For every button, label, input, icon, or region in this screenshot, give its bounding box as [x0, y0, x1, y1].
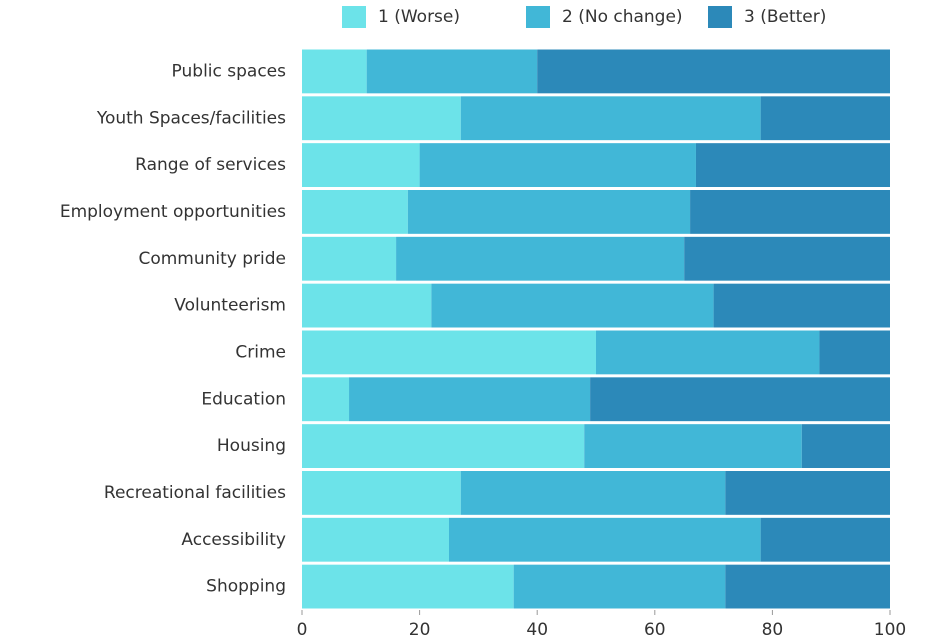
bar-segment: [725, 564, 890, 609]
bar-segment: [690, 190, 890, 234]
bar-segment: [396, 236, 685, 281]
bar-segment: [725, 471, 890, 515]
bar-segment: [302, 517, 449, 562]
legend-swatch: [708, 6, 732, 28]
bar-segment: [819, 330, 890, 375]
y-tick-label: Housing: [217, 436, 286, 456]
bar-segment: [366, 49, 538, 94]
legend-swatch: [526, 6, 550, 28]
y-tick-label: Shopping: [206, 577, 286, 597]
x-tick-label: 40: [526, 620, 548, 640]
bar-segment: [302, 143, 420, 187]
bar-segment: [713, 283, 890, 328]
bar-segment: [590, 377, 890, 422]
bar-segment: [302, 471, 461, 515]
bar-segment: [760, 517, 890, 562]
x-tick-label: 80: [762, 620, 784, 640]
legend-swatch: [342, 6, 366, 28]
y-tick-label: Range of services: [135, 155, 286, 175]
bar-segment: [302, 377, 350, 422]
bar-segment: [684, 236, 890, 281]
bar-segment: [302, 330, 596, 375]
bar-segment: [801, 424, 890, 468]
y-tick-label: Accessibility: [181, 530, 286, 550]
y-tick-label: Community pride: [138, 249, 286, 269]
y-tick-label: Crime: [235, 342, 286, 362]
bar-segment: [584, 424, 802, 468]
bar-segment: [302, 564, 514, 609]
bar-segment: [596, 330, 820, 375]
bar-segment: [302, 424, 585, 468]
y-tick-label: Youth Spaces/facilities: [96, 108, 286, 128]
y-tick-label: Public spaces: [172, 61, 287, 81]
bar-segment: [449, 517, 761, 562]
bar-segment: [695, 143, 890, 187]
x-tick-label: 20: [409, 620, 431, 640]
y-tick-label: Education: [201, 389, 286, 409]
bar-segment: [302, 190, 408, 234]
x-tick-label: 100: [874, 620, 906, 640]
bar-segment: [537, 49, 890, 94]
y-tick-label: Employment opportunities: [60, 202, 286, 222]
bar-segment: [407, 190, 691, 234]
bar-segment: [460, 96, 761, 141]
legend-label: 2 (No change): [562, 7, 683, 27]
bar-segment: [431, 283, 714, 328]
x-tick-label: 0: [297, 620, 308, 640]
bar-segment: [460, 471, 726, 515]
bar-segment: [302, 96, 461, 141]
bar-segment: [349, 377, 591, 422]
legend-label: 1 (Worse): [378, 7, 460, 27]
bar-segment: [302, 49, 367, 94]
bar-segment: [302, 283, 432, 328]
bar-segment: [302, 236, 397, 281]
bar-segment: [513, 564, 726, 609]
bar-segment: [419, 143, 696, 187]
legend-label: 3 (Better): [744, 7, 826, 27]
y-tick-label: Volunteerism: [174, 296, 286, 316]
x-tick-label: 60: [644, 620, 666, 640]
y-tick-label: Recreational facilities: [104, 483, 286, 503]
bar-segment: [760, 96, 890, 141]
